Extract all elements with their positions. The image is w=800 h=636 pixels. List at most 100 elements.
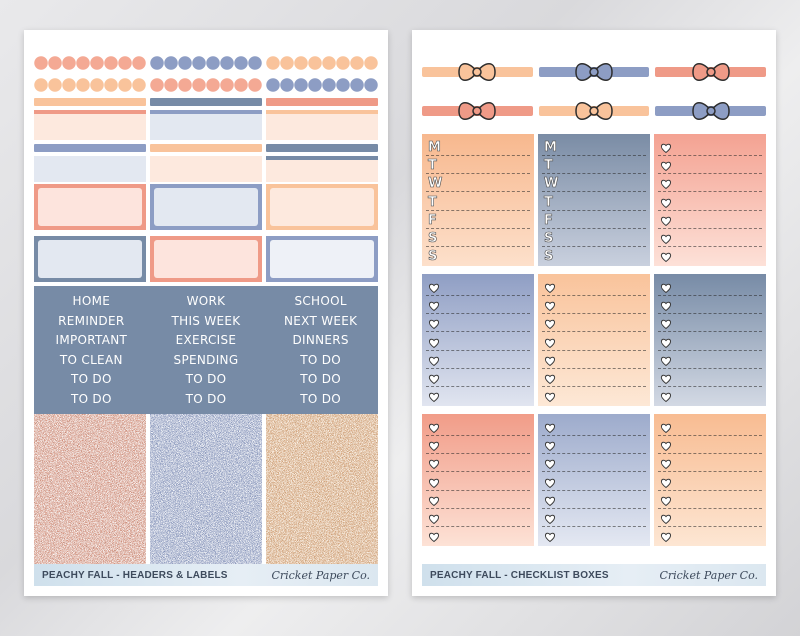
heart-checkbox-icon: [544, 496, 556, 506]
heart-checkbox-icon: [428, 478, 440, 488]
bow-icon: [575, 101, 613, 120]
brand-logo: Cricket Paper Co.: [271, 568, 370, 582]
checklist-line: [542, 314, 646, 333]
checklist-grid: M T W T F S S M T W T F S S: [422, 134, 766, 554]
checklist-line: [658, 156, 762, 175]
heart-checkbox-icon: [660, 283, 672, 294]
heart-checkbox-icon: [544, 374, 556, 384]
footer-title: PEACHY FALL - HEADERS & LABELS: [42, 569, 228, 581]
heart-checkbox-icon: [660, 338, 672, 348]
checklist-line: [542, 418, 646, 437]
label-text: TO DO: [185, 391, 227, 406]
heart-checkbox-icon: [544, 478, 556, 488]
bow-sticker: [422, 52, 533, 91]
heart-checkbox-icon: [544, 302, 556, 312]
heart-checkbox-icon: [544, 392, 556, 403]
scallop-row-2: [34, 78, 378, 92]
header-strip: [266, 98, 378, 140]
checklist-line: [542, 369, 646, 387]
brand-logo: Cricket Paper Co.: [659, 568, 758, 582]
heart-checkbox-icon: [660, 302, 672, 312]
bow-sticker: [655, 52, 766, 91]
checklist-line: [658, 174, 762, 193]
checklist-boxes-sheet: M T W T F S S M T W T F S S PEACHY FALL …: [412, 30, 776, 596]
heart-checkbox-icon: [428, 496, 440, 506]
scallop-strip: [266, 78, 378, 92]
heart-checkbox-icon: [660, 198, 672, 208]
sheet-footer: PEACHY FALL - CHECKLIST BOXES Cricket Pa…: [422, 564, 766, 586]
label-text: TO DO: [70, 391, 112, 406]
label-text: TO DO: [185, 372, 227, 386]
checklist-line: [542, 278, 646, 297]
header-strip: [150, 98, 262, 140]
checklist-line: [658, 211, 762, 229]
scallop-strip: [34, 56, 146, 70]
framed-box: [150, 236, 262, 282]
label-text: THIS WEEK: [171, 313, 241, 328]
heart-checkbox-icon: [544, 460, 556, 470]
heart-checkbox-icon: [660, 392, 672, 403]
heart-checkbox-icon: [544, 442, 556, 452]
weekday-letter: F: [428, 212, 437, 228]
label-text: SPENDING: [173, 352, 239, 367]
heart-checkbox-icon: [544, 423, 556, 434]
label-text: IMPORTANT: [55, 333, 128, 347]
checklist-line: [658, 278, 762, 297]
scallop-strip: [150, 78, 262, 92]
heart-checklist-box: [422, 274, 534, 406]
heart-checkbox-icon: [544, 320, 556, 330]
bow-sticker: [538, 91, 650, 130]
checklist-line: [426, 527, 530, 544]
heart-checklist-box: [538, 274, 650, 406]
checklist-line: [426, 296, 530, 315]
bow-grid: [422, 52, 766, 130]
label-text: WORK: [186, 294, 226, 308]
checklist-line: [426, 351, 530, 369]
checklist-line: [426, 436, 530, 455]
heart-checkbox-icon: [428, 283, 440, 294]
checklist-line: [658, 527, 762, 544]
checklist-line: [658, 192, 762, 211]
heart-checkbox-icon: [660, 162, 672, 172]
scallop-strip: [34, 78, 146, 92]
glitter-row: [34, 414, 378, 564]
checklist-line: [426, 278, 530, 297]
checklist-line: [426, 472, 530, 491]
checklist-line: [542, 387, 646, 404]
bow-sticker: [538, 52, 650, 91]
heart-checkbox-icon: [544, 283, 556, 294]
glitter-blue: [150, 414, 262, 564]
glitter-coral: [34, 414, 146, 564]
heart-checkbox-icon: [660, 423, 672, 434]
heart-checkbox-icon: [660, 442, 672, 452]
heart-checkbox-icon: [428, 320, 440, 330]
heart-checkbox-icon: [660, 216, 672, 226]
checklist-line: [658, 509, 762, 527]
scallop-row-1: [34, 56, 378, 70]
labels-panel: HOME REMINDER IMPORTANT TO CLEAN TO DO T…: [34, 286, 378, 414]
heart-checklist-box: [538, 414, 650, 546]
heart-checklist-box: [654, 274, 766, 406]
framed-box: [266, 184, 378, 230]
checklist-line: [542, 472, 646, 491]
heart-checkbox-icon: [660, 252, 672, 263]
checklist-line: [658, 138, 762, 157]
heart-checklist-box: [422, 414, 534, 546]
weekday-letter: W: [544, 176, 559, 192]
heart-checkbox-icon: [428, 374, 440, 384]
checklist-line: [542, 454, 646, 473]
heart-checkbox-icon: [660, 356, 672, 366]
checklist-line: [426, 454, 530, 473]
bow-icon: [575, 62, 613, 81]
heart-checkbox-icon: [660, 374, 672, 384]
heart-checkbox-icon: [660, 532, 672, 543]
weekday-checklist-box: M T W T F S S: [538, 134, 650, 266]
heart-checkbox-icon: [428, 423, 440, 434]
heart-checkbox-icon: [660, 460, 672, 470]
label-column: HOME REMINDER IMPORTANT TO CLEAN TO DO T…: [34, 292, 149, 414]
weekday-letter: S: [428, 230, 438, 247]
checklist-line: [658, 314, 762, 333]
checklist-line: [542, 509, 646, 527]
framed-box-row-1: [34, 184, 378, 230]
label-text: TO DO: [300, 372, 342, 386]
